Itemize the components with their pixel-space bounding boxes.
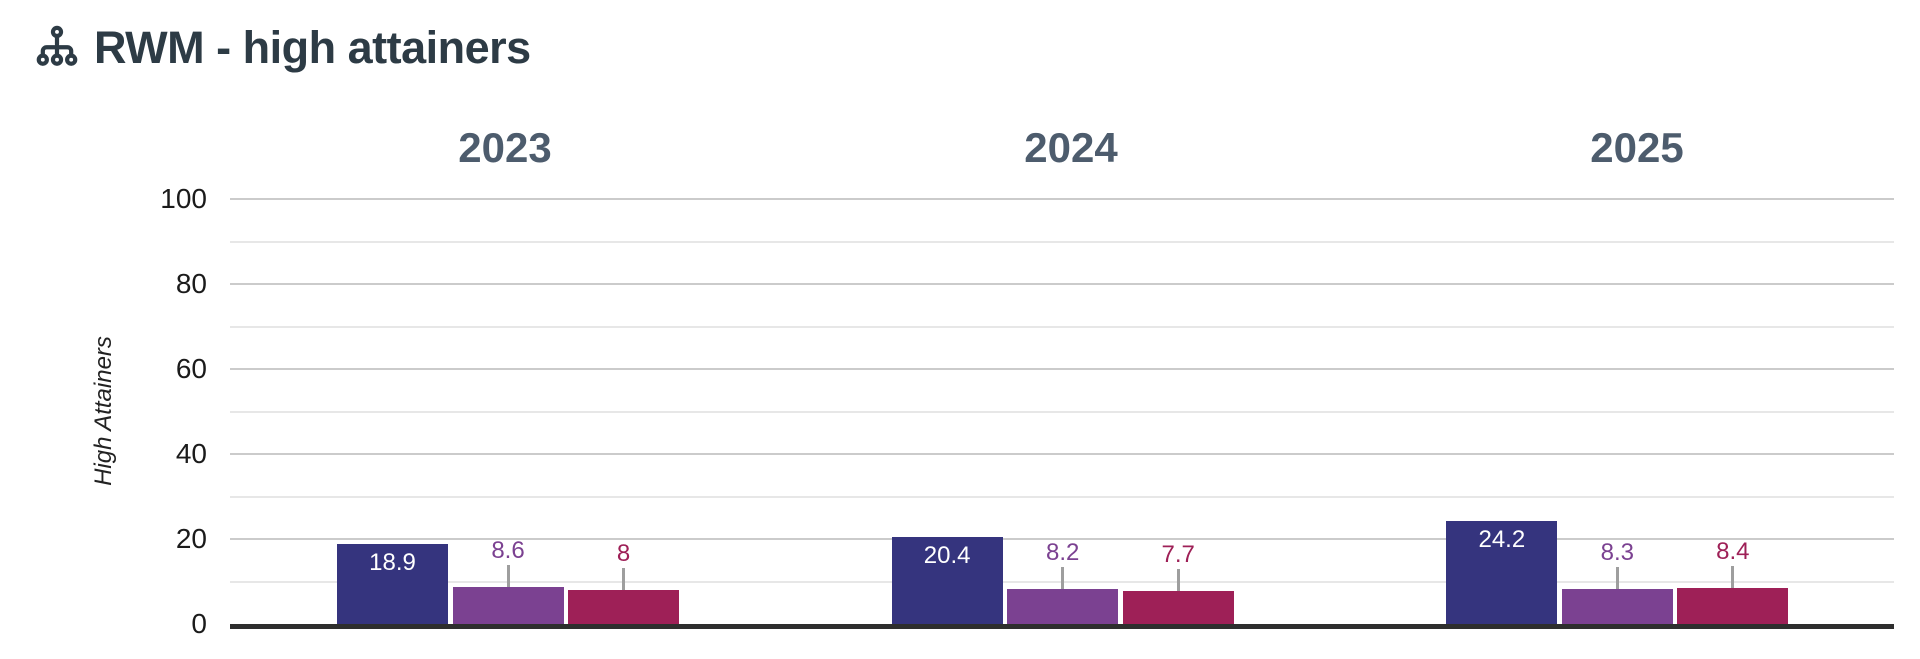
bar-value-callout: 7.7 (1123, 542, 1234, 591)
plot-area: 18.9 8.6 8 20.4 8.2 7.7 24.2 8.3 8.4 (230, 198, 1894, 624)
bar-value-label: 24.2 (1478, 526, 1526, 553)
chart-title: RWM - high attainers (94, 22, 531, 73)
bar-2025-series-2-purple[interactable] (1561, 589, 1673, 624)
callout-line (1731, 566, 1735, 588)
category-label-2024: 2024 (1024, 124, 1118, 171)
bar-value-callout: 8.6 (453, 538, 564, 587)
bar-value-label: 8.4 (1716, 538, 1750, 565)
sitemap-icon (33, 25, 81, 71)
bar-2024-series-2-purple[interactable] (1007, 589, 1119, 624)
bar-value-label: 8.2 (1045, 539, 1080, 566)
gridline-70 (230, 325, 1894, 328)
bar-value-label: 18.9 (369, 549, 416, 576)
callout-line (1061, 567, 1065, 589)
bar-2023-series-3-maroon[interactable] (568, 590, 679, 624)
bar-value-label: 8 (616, 540, 631, 567)
x-axis-line (230, 624, 1894, 629)
gridline-80 (230, 283, 1894, 285)
y-tick-60: 60 (175, 353, 207, 384)
bar-value-callout: 8 (568, 541, 679, 590)
bar-value-label: 7.7 (1161, 541, 1195, 568)
bar-value-label: 20.4 (923, 542, 971, 569)
gridline-30 (230, 495, 1894, 498)
bar-2025-series-3-maroon[interactable] (1677, 588, 1789, 624)
bar-2024-series-1-navy[interactable]: 20.4 (891, 537, 1003, 624)
category-label-2023: 2023 (458, 124, 552, 171)
category-label-2025: 2025 (1590, 124, 1684, 171)
bar-value-callout: 8.3 (1562, 540, 1673, 589)
gridline-90 (230, 240, 1894, 243)
gridline-60 (230, 368, 1894, 370)
y-tick-80: 80 (175, 268, 207, 299)
bar-value-callout: 8.4 (1677, 539, 1788, 588)
gridline-50 (230, 410, 1894, 413)
bar-value-label: 8.6 (491, 537, 525, 564)
gridline-20 (230, 538, 1894, 540)
bar-value-callout: 8.2 (1007, 540, 1118, 589)
y-tick-20: 20 (175, 523, 207, 554)
callout-line (1615, 567, 1619, 589)
gridline-100 (230, 198, 1894, 200)
bar-value-label: 8.3 (1600, 539, 1635, 566)
bar-2024-series-3-maroon[interactable] (1122, 591, 1234, 624)
y-tick-100: 100 (160, 183, 207, 214)
chart-header: RWM - high attainers (33, 22, 531, 74)
bar-2023-series-1-navy[interactable]: 18.9 (337, 544, 448, 624)
bar-2025-series-1-navy[interactable]: 24.2 (1446, 521, 1558, 624)
gridline-40 (230, 453, 1894, 455)
y-tick-40: 40 (175, 438, 207, 469)
callout-line (1176, 569, 1180, 591)
y-tick-0: 0 (191, 608, 207, 639)
callout-line (622, 568, 625, 590)
callout-line (506, 565, 510, 587)
bar-2023-series-2-purple[interactable] (452, 587, 564, 624)
